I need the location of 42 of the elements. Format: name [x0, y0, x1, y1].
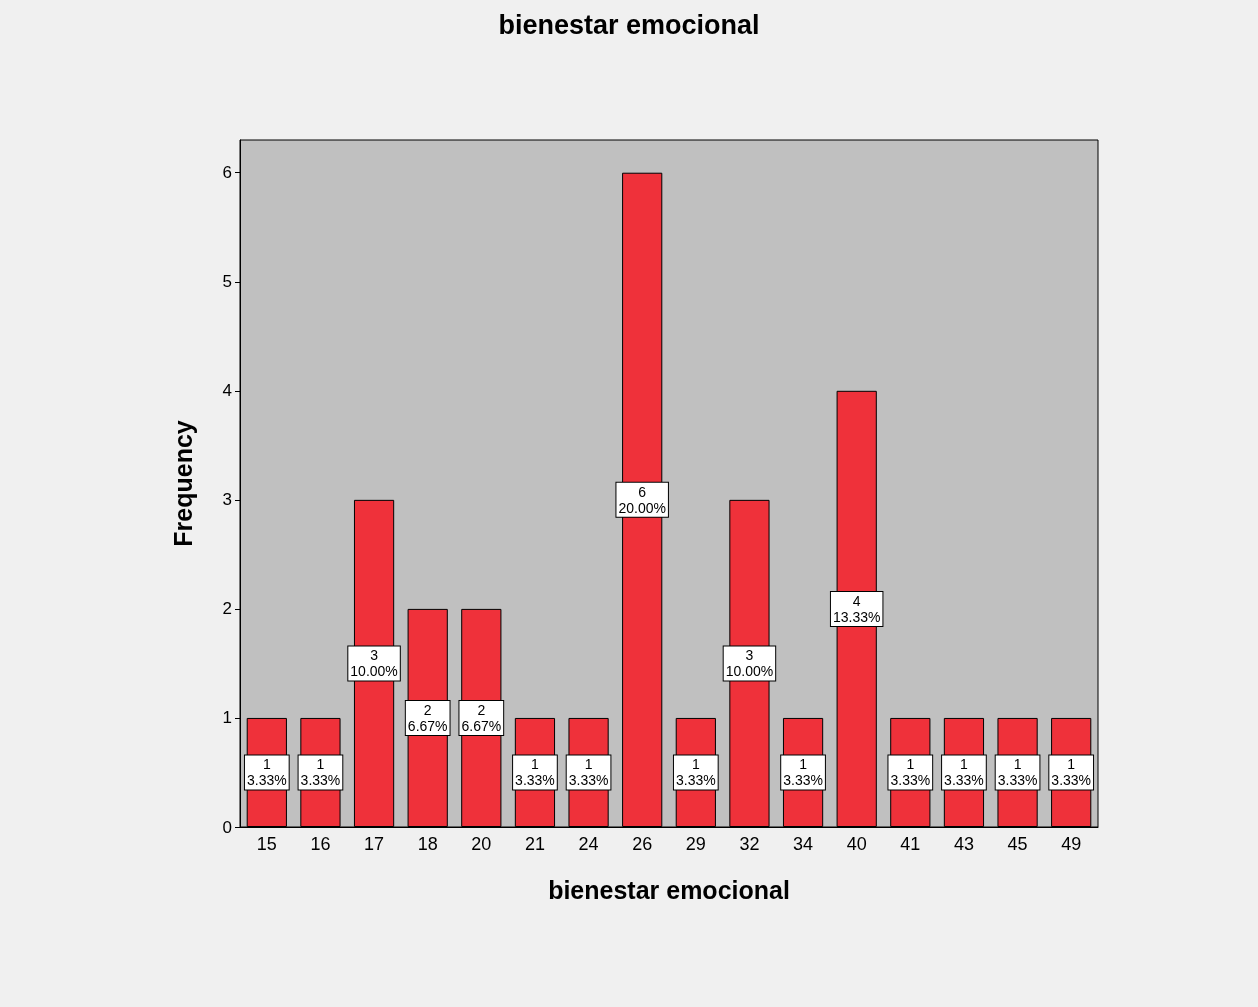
data-label: 1 3.33% [890, 756, 931, 789]
x-tick-label: 34 [793, 834, 814, 854]
x-tick-label: 49 [1061, 834, 1082, 854]
data-label: 6 20.00% [618, 483, 666, 516]
y-tick-label: 6 [222, 163, 232, 183]
data-label: 4 13.33% [832, 592, 881, 625]
data-label: 1 3.33% [246, 756, 287, 789]
data-label: 1 3.33% [515, 756, 555, 789]
x-axis-title: bienestar emocional [548, 875, 790, 904]
data-label: 2 6.67% [461, 701, 502, 734]
x-tick-label: 45 [1007, 834, 1028, 854]
x-tick-label: 18 [417, 834, 438, 854]
x-tick-label: 20 [471, 834, 492, 854]
y-tick-label: 2 [222, 599, 232, 619]
data-label: 1 3.33% [997, 756, 1038, 789]
data-label: 1 3.33% [944, 756, 984, 789]
data-label: 1 3.33% [783, 756, 823, 789]
x-tick-label: 16 [310, 834, 331, 854]
x-tick-label: 41 [900, 834, 921, 854]
data-label: 3 10.00% [350, 647, 398, 680]
y-tick-label: 3 [222, 490, 232, 510]
data-label: 1 3.33% [568, 756, 609, 789]
y-tick-label: 5 [222, 272, 232, 292]
x-tick-label: 21 [524, 834, 545, 854]
data-label: 2 6.67% [407, 701, 448, 734]
data-label: 3 10.00% [725, 647, 774, 680]
x-tick-label: 24 [578, 834, 599, 854]
x-tick-label: 43 [953, 834, 974, 854]
x-tick-label: 29 [685, 834, 706, 854]
x-tick-label: 32 [739, 834, 760, 854]
x-tick-label: 26 [632, 834, 653, 854]
chart-title: bienestar emocional [498, 9, 760, 40]
x-tick-label: 15 [256, 834, 277, 854]
data-label: 1 3.33% [300, 756, 341, 789]
y-tick-label: 0 [222, 817, 232, 837]
data-label: 1 3.33% [1051, 756, 1092, 789]
y-axis-title: Frequency [168, 420, 197, 547]
data-label: 1 3.33% [675, 756, 716, 789]
x-tick-label: 40 [846, 834, 867, 854]
x-tick-label: 17 [364, 834, 385, 854]
y-tick-label: 1 [222, 708, 232, 728]
y-tick-label: 4 [222, 381, 232, 401]
